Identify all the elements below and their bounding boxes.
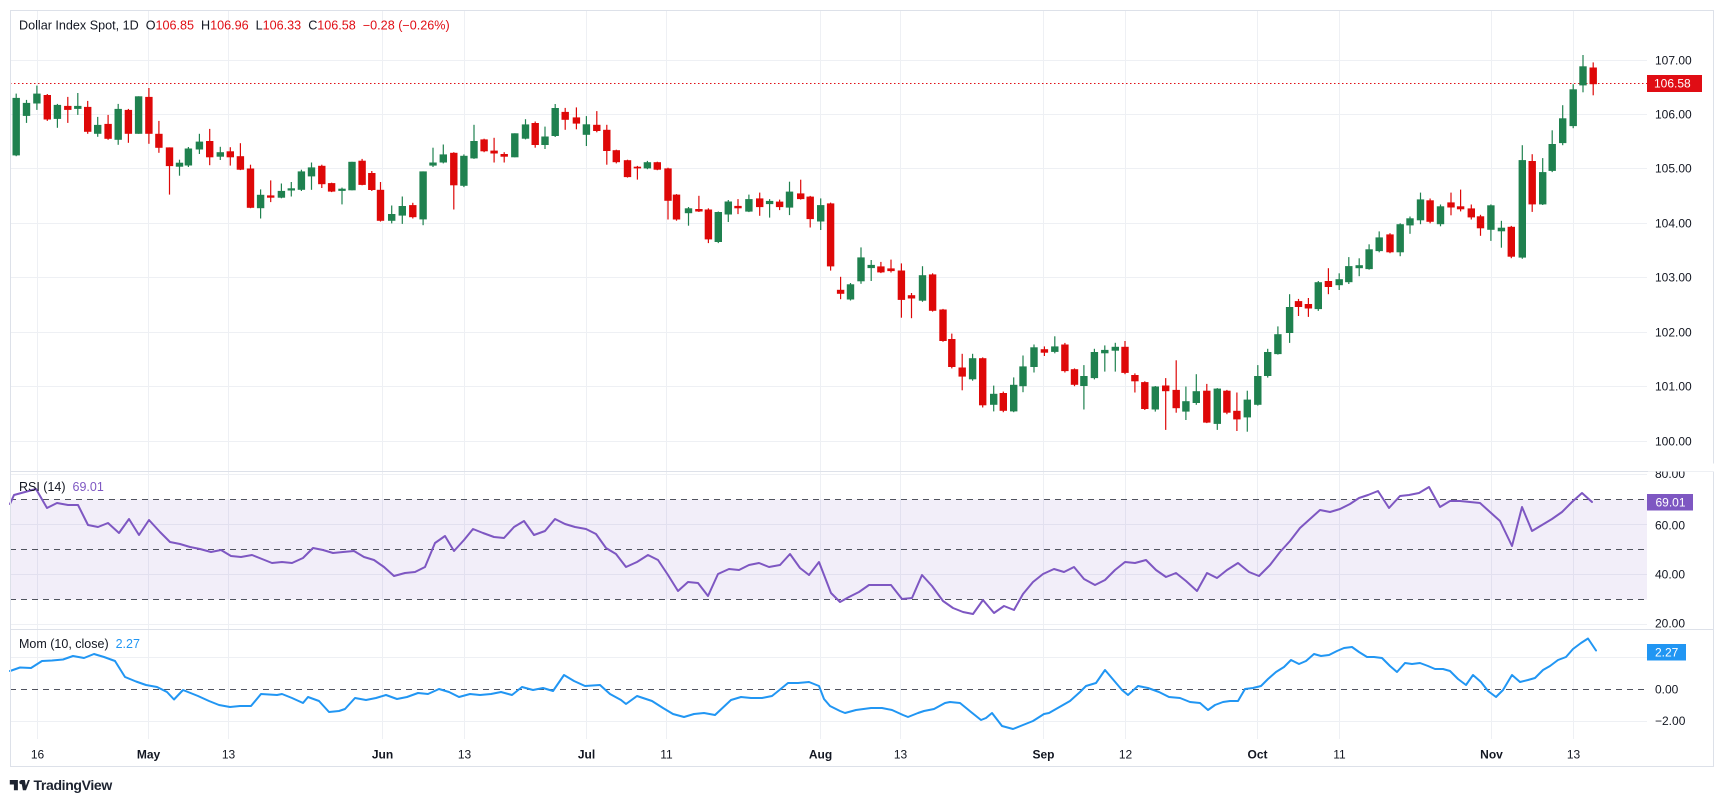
- svg-text:20.00: 20.00: [1655, 617, 1685, 631]
- svg-text:13: 13: [458, 748, 472, 762]
- svg-text:RSI (14) 69.01: RSI (14) 69.01: [19, 480, 104, 494]
- svg-text:40.00: 40.00: [1655, 568, 1685, 582]
- svg-text:12: 12: [1119, 748, 1133, 762]
- svg-text:16: 16: [31, 748, 45, 762]
- svg-text:60.00: 60.00: [1655, 519, 1685, 533]
- svg-text:Oct: Oct: [1247, 748, 1267, 762]
- svg-text:2.27: 2.27: [1655, 646, 1679, 660]
- svg-text:0.00: 0.00: [1655, 682, 1679, 696]
- svg-text:Mom (10, close) 2.27: Mom (10, close) 2.27: [19, 637, 140, 651]
- svg-text:107.00: 107.00: [1655, 54, 1692, 68]
- svg-text:Aug: Aug: [809, 748, 832, 762]
- svg-text:Nov: Nov: [1480, 748, 1503, 762]
- svg-text:Dollar Index Spot, 1D O106.85: Dollar Index Spot, 1D O106.85 H106.96 L1…: [19, 19, 450, 33]
- svg-text:Jun: Jun: [372, 748, 393, 762]
- svg-text:13: 13: [222, 748, 236, 762]
- svg-text:11: 11: [660, 748, 673, 762]
- svg-text:13: 13: [1567, 748, 1581, 762]
- svg-text:103.00: 103.00: [1655, 271, 1692, 285]
- svg-text:104.00: 104.00: [1655, 217, 1692, 231]
- svg-text:101.00: 101.00: [1655, 380, 1692, 394]
- svg-text:100.00: 100.00: [1655, 435, 1692, 449]
- svg-text:Sep: Sep: [1032, 748, 1054, 762]
- svg-text:13: 13: [894, 748, 908, 762]
- svg-text:105.00: 105.00: [1655, 162, 1692, 176]
- svg-text:106.00: 106.00: [1655, 108, 1692, 122]
- svg-text:106.58: 106.58: [1654, 77, 1691, 91]
- svg-text:May: May: [137, 748, 161, 762]
- svg-text:Jul: Jul: [578, 748, 595, 762]
- svg-text:102.00: 102.00: [1655, 326, 1692, 340]
- svg-text:69.01: 69.01: [1656, 496, 1686, 510]
- svg-text:−2.00: −2.00: [1655, 714, 1686, 728]
- svg-text:11: 11: [1333, 748, 1346, 762]
- svg-text:TradingView: TradingView: [34, 777, 113, 793]
